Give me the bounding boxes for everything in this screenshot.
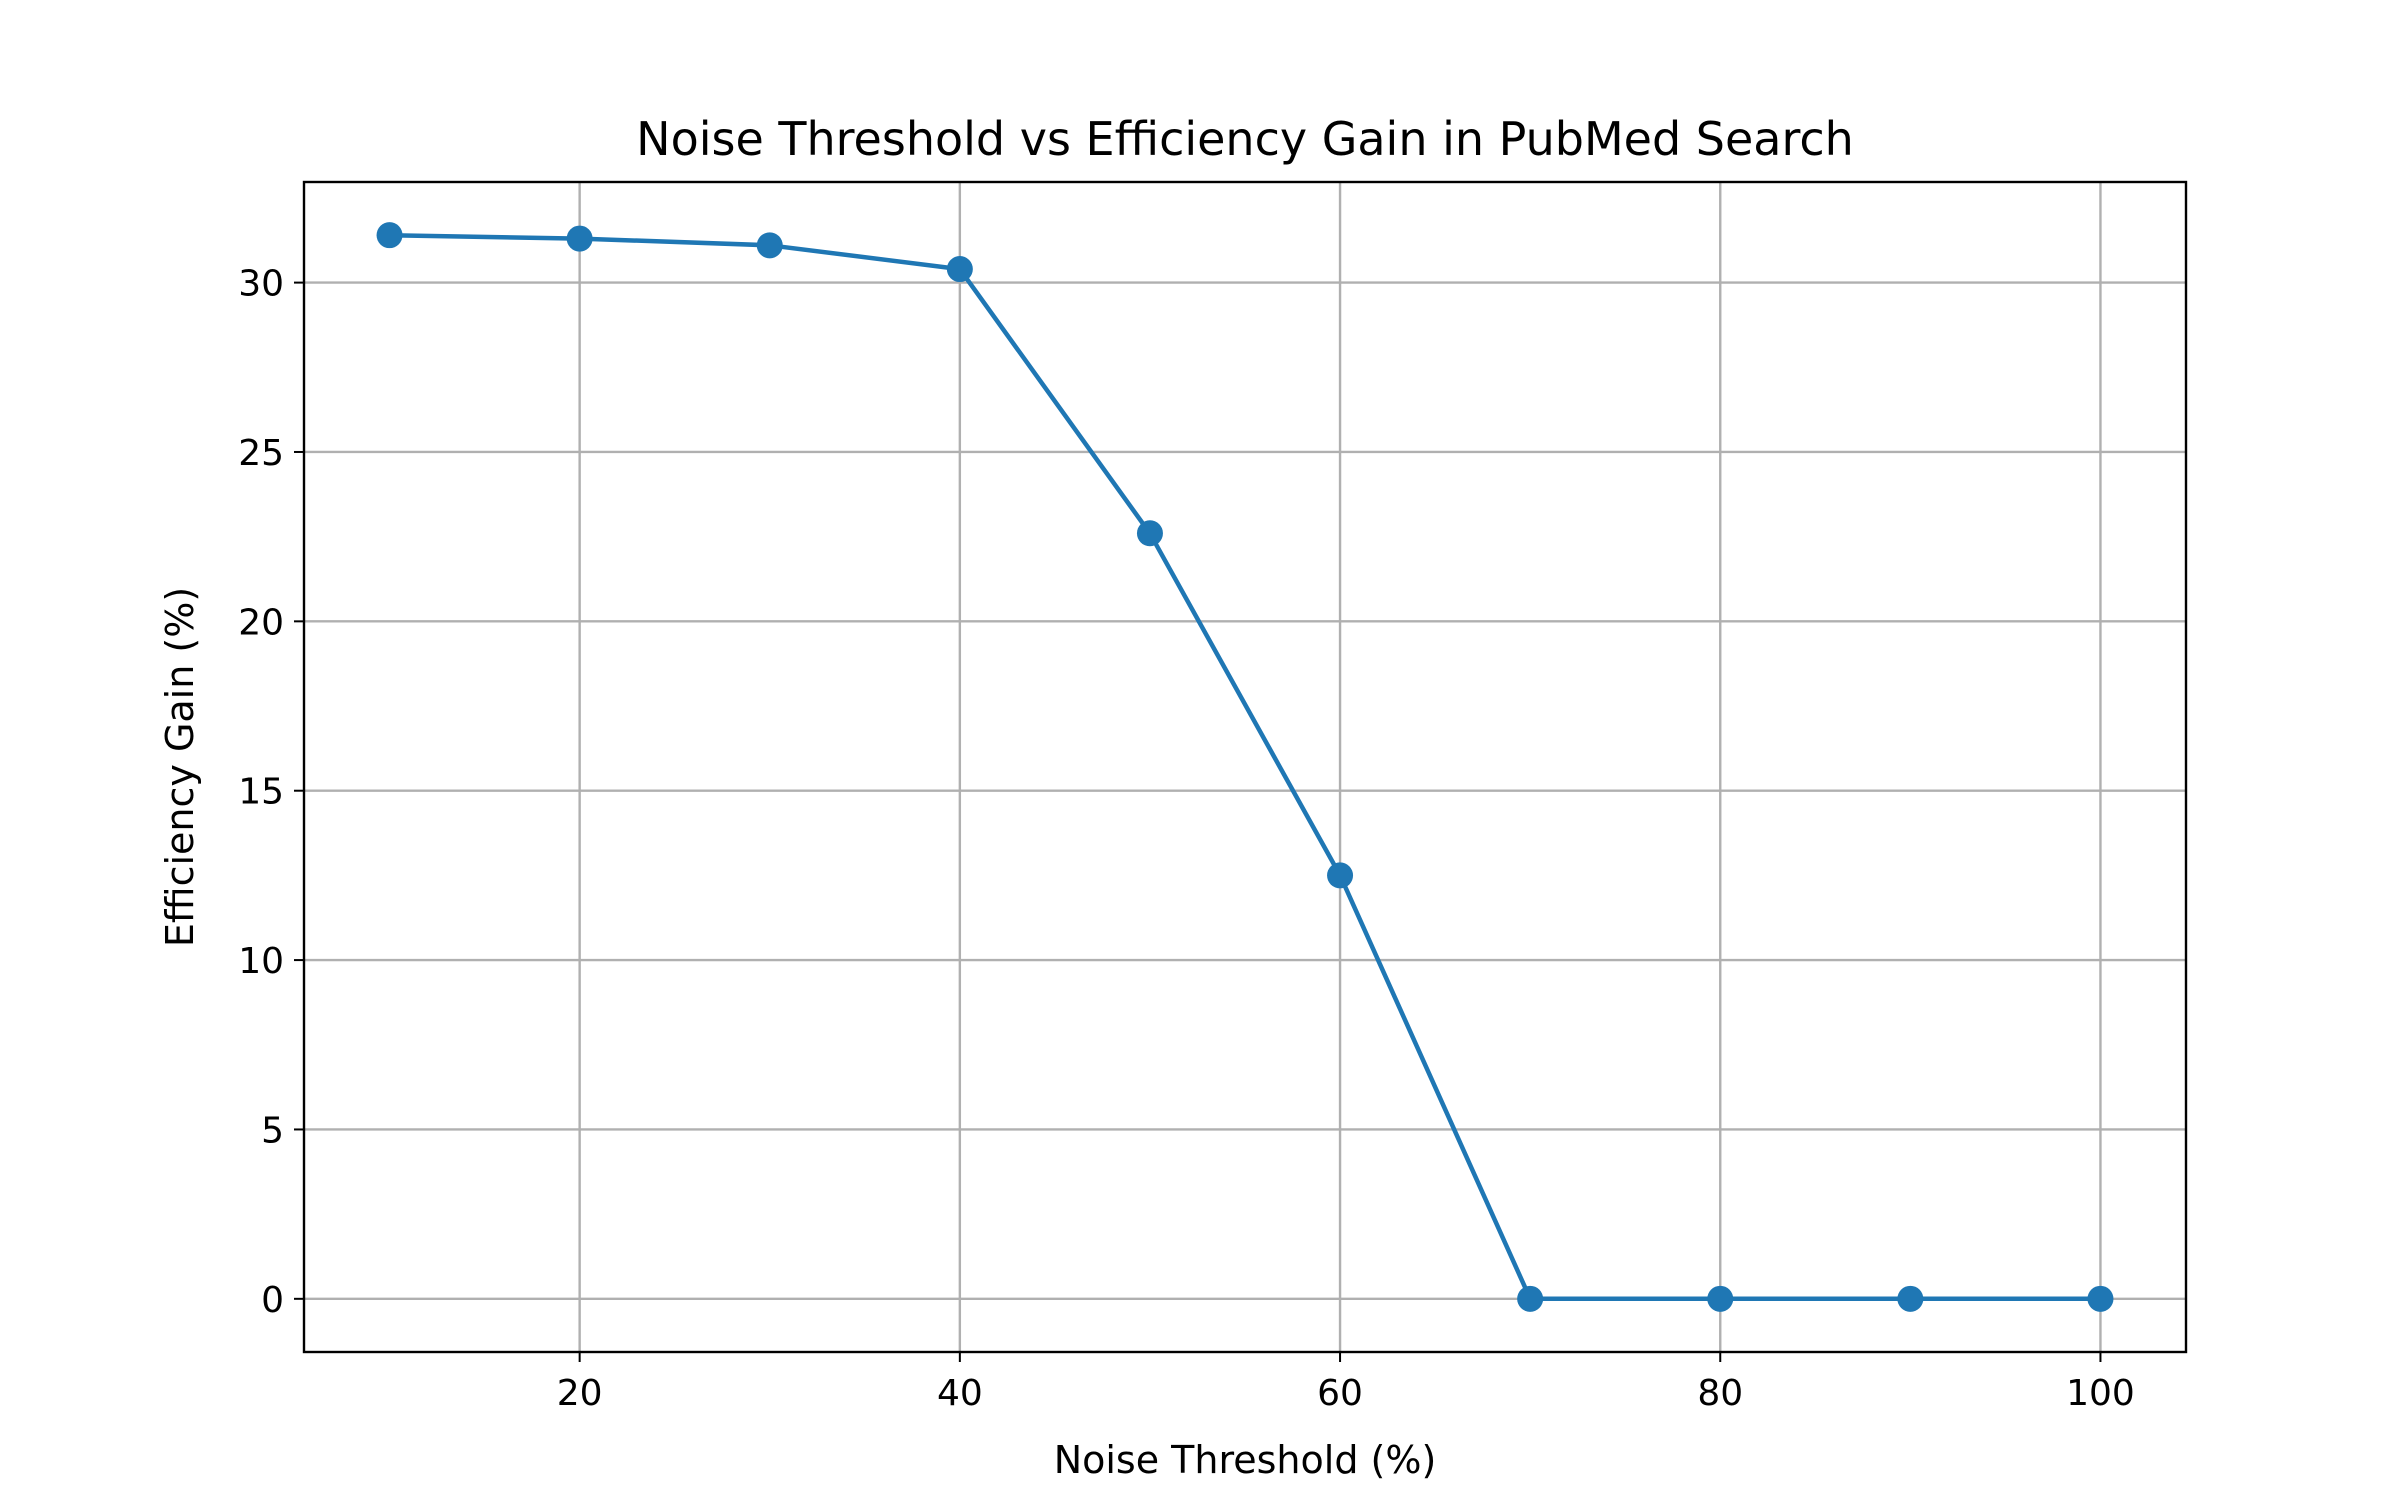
- axis-ticks: 20 40 60 80 100 0 5 10 15 20 25 30: [238, 264, 2135, 1414]
- grid: [304, 182, 2186, 1352]
- data-point: [2087, 1285, 2114, 1312]
- y-tick-label: 30: [238, 264, 284, 305]
- x-axis-label: Noise Threshold (%): [1054, 1438, 1437, 1482]
- data-point: [1897, 1285, 1924, 1312]
- data-point: [756, 232, 783, 259]
- data-point: [1517, 1285, 1544, 1312]
- x-tick-label: 20: [557, 1373, 603, 1414]
- series-layer: [376, 222, 2114, 1312]
- series-line: [387, 232, 2103, 1302]
- data-point: [1136, 520, 1163, 547]
- x-tick-label: 60: [1317, 1373, 1363, 1414]
- y-axis-label: Efficiency Gain (%): [158, 587, 202, 947]
- data-point: [946, 256, 973, 283]
- y-tick-label: 0: [261, 1280, 284, 1321]
- plot-frame: [302, 180, 2188, 1354]
- y-tick-label: 20: [238, 602, 284, 643]
- y-tick-label: 15: [238, 772, 284, 813]
- chart-title: Noise Threshold vs Efficiency Gain in Pu…: [636, 112, 1854, 166]
- x-tick-label: 40: [937, 1373, 983, 1414]
- x-tick-label: 100: [2066, 1373, 2135, 1414]
- y-tick-label: 25: [238, 433, 284, 474]
- data-point: [1327, 862, 1354, 889]
- data-point: [1707, 1285, 1734, 1312]
- data-point: [566, 225, 593, 252]
- y-tick-label: 10: [238, 941, 284, 982]
- y-tick-label: 5: [261, 1110, 284, 1151]
- data-point: [376, 222, 403, 249]
- x-tick-label: 80: [1697, 1373, 1743, 1414]
